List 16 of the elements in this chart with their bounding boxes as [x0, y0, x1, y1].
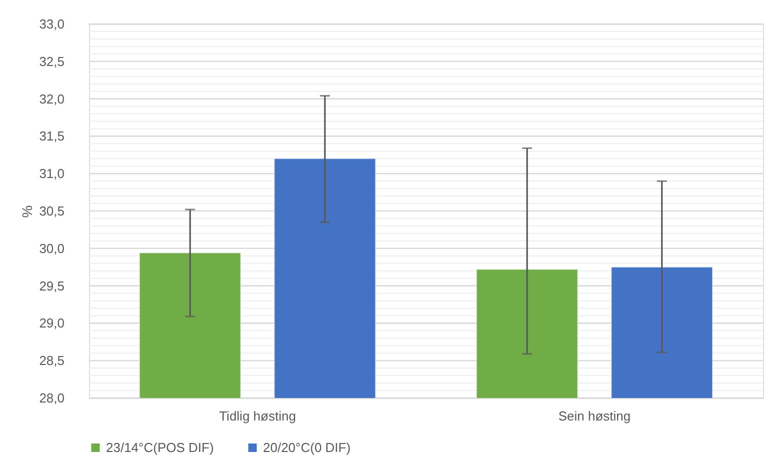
y-axis-title: %: [19, 205, 36, 218]
legend-label: 23/14°C(POS DIF): [106, 440, 214, 455]
y-tick-label: 28,5: [39, 353, 64, 368]
y-tick-label: 29,5: [39, 278, 64, 294]
y-tick-label: 28,0: [39, 390, 64, 406]
y-tick-label: 32,0: [39, 91, 64, 106]
y-tick-label: 30,5: [39, 204, 64, 218]
y-tick-label: 32,5: [39, 54, 64, 69]
y-tick-label: 33,0: [39, 16, 64, 32]
y-tick-label: 29,0: [39, 316, 64, 331]
y-tick-label: 31,5: [39, 128, 64, 144]
y-tick-label: 31,0: [39, 166, 64, 182]
y-tick-label: 30,0: [39, 240, 64, 256]
x-tick-label: Sein høsting: [558, 408, 631, 424]
legend-label: 20/20°C(0 DIF): [263, 440, 351, 455]
x-tick-label: Tidlig høsting: [219, 408, 296, 424]
